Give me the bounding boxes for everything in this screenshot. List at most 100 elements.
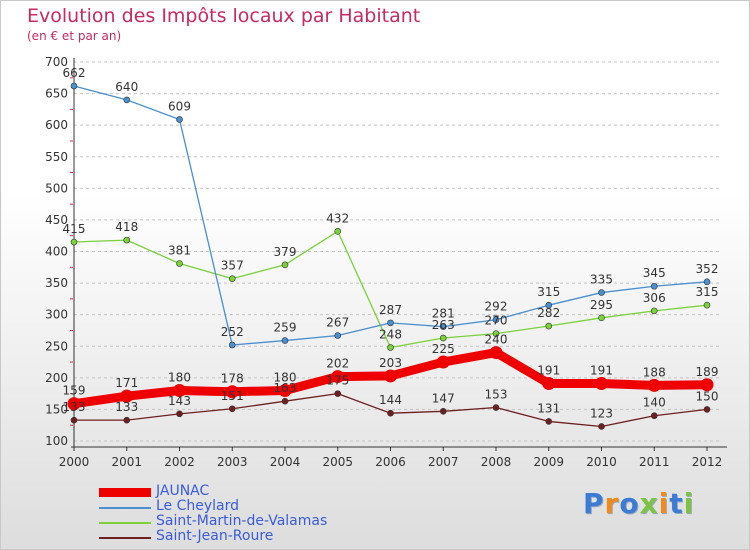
y-tick-label: 250	[45, 339, 68, 353]
data-label: 267	[326, 316, 349, 330]
data-label: 295	[590, 298, 613, 312]
data-label: 151	[221, 389, 244, 403]
data-point	[439, 323, 447, 330]
data-point	[176, 410, 183, 418]
y-tick-label: 550	[45, 150, 68, 164]
data-label: 191	[590, 364, 613, 378]
data-label: 133	[63, 400, 86, 414]
data-label: 143	[168, 394, 191, 408]
y-tick-label: 150	[45, 402, 68, 416]
x-tick-label: 2000	[59, 455, 90, 469]
data-label: 357	[221, 259, 244, 273]
data-point	[595, 377, 608, 391]
data-point	[70, 416, 78, 424]
x-tick-label: 2003	[217, 455, 248, 469]
x-tick-label: 2012	[692, 455, 723, 469]
data-label: 175	[326, 374, 349, 388]
data-point	[598, 314, 605, 322]
data-label: 263	[432, 318, 455, 332]
data-label: 140	[643, 396, 666, 410]
data-point	[331, 370, 345, 384]
data-label: 123	[590, 406, 613, 420]
data-point	[700, 378, 714, 392]
y-tick-label: 500	[45, 181, 68, 195]
data-label: 163	[274, 381, 297, 395]
y-tick-label: 350	[45, 276, 68, 290]
data-point	[703, 301, 711, 309]
data-label: 418	[115, 220, 138, 234]
y-tick-label: 650	[45, 87, 68, 101]
data-label: 282	[537, 306, 560, 320]
data-point	[545, 322, 553, 330]
x-tick-label: 2008	[481, 455, 512, 469]
x-tick-label: 2010	[586, 455, 617, 469]
logo-letter: r	[604, 487, 620, 520]
data-label: 159	[63, 384, 86, 398]
data-point	[278, 383, 292, 397]
y-tick-label: 100	[45, 434, 68, 448]
data-point	[703, 406, 711, 413]
legend-label: Saint-Jean-Roure	[156, 528, 274, 544]
data-label: 178	[221, 372, 244, 386]
data-label: 352	[696, 262, 719, 276]
data-point	[176, 260, 183, 267]
data-label: 248	[379, 328, 402, 342]
data-label: 432	[326, 211, 349, 225]
data-label: 259	[274, 321, 297, 335]
y-tick-label: 400	[45, 245, 68, 259]
y-tick-label: 200	[45, 371, 68, 385]
data-point	[225, 385, 239, 399]
data-label: 306	[643, 291, 666, 305]
data-label: 315	[696, 285, 719, 299]
data-point	[703, 278, 711, 286]
data-point	[387, 344, 394, 351]
data-point	[70, 238, 78, 246]
chart-legend: JAUNAC Le Cheylard Saint-Martin-de-Valamas…	[99, 483, 399, 545]
logo-letter: t	[669, 487, 684, 520]
data-label: 153	[485, 388, 508, 402]
data-point	[436, 355, 450, 369]
data-label: 133	[115, 400, 138, 414]
data-point	[545, 301, 553, 309]
logo-letter: x	[639, 487, 659, 520]
logo-letter: i	[683, 487, 695, 520]
data-point	[492, 330, 500, 337]
data-label: 150	[696, 389, 719, 403]
legend-label: Saint-Martin-de-Valamas	[156, 513, 328, 529]
data-point	[545, 418, 553, 425]
data-point	[439, 408, 447, 415]
data-point	[650, 282, 658, 290]
data-point	[647, 378, 661, 392]
data-label: 131	[537, 401, 560, 415]
data-point	[123, 96, 131, 104]
data-label: 609	[168, 99, 191, 113]
data-point	[173, 383, 186, 397]
data-point	[334, 332, 342, 339]
x-tick-label: 2006	[375, 455, 406, 469]
data-point	[70, 82, 78, 90]
x-tick-label: 2005	[322, 455, 353, 469]
data-point	[176, 116, 183, 123]
legend-swatch	[99, 537, 151, 539]
legend-swatch	[99, 507, 151, 509]
data-point	[281, 397, 289, 405]
data-label: 315	[537, 285, 560, 299]
data-label: 240	[485, 333, 508, 347]
legend-label: Le Cheylard	[156, 498, 240, 514]
chart-title: Evolution des Impôts locaux par Habitant	[27, 5, 421, 27]
x-tick-label: 2007	[428, 455, 459, 469]
data-label: 640	[115, 80, 138, 94]
data-label: 202	[326, 357, 349, 371]
data-point	[387, 409, 394, 417]
data-label: 144	[379, 393, 402, 407]
data-label: 381	[168, 244, 191, 258]
chart-subtitle: (en € et par an)	[27, 29, 122, 43]
data-point	[228, 405, 236, 413]
y-tick-label: 700	[45, 55, 68, 69]
data-point	[281, 337, 289, 344]
data-label: 147	[432, 391, 455, 405]
data-label: 203	[379, 356, 402, 370]
data-point	[492, 404, 500, 411]
